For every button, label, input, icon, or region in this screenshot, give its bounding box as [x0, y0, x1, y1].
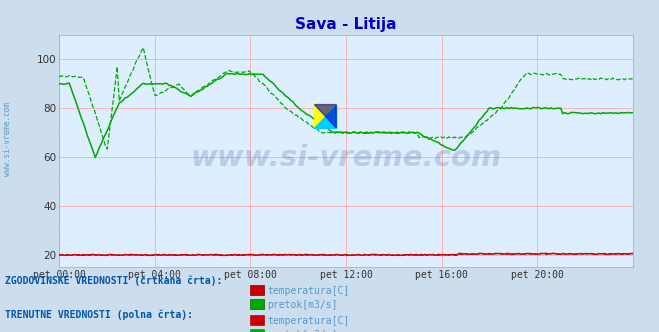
Text: temperatura[C]: temperatura[C] [267, 286, 349, 296]
Bar [250, 329, 264, 332]
Text: temperatura[C]: temperatura[C] [267, 316, 349, 326]
Text: ZGODOVINSKE VREDNOSTI (črtkana črta):: ZGODOVINSKE VREDNOSTI (črtkana črta): [5, 276, 222, 287]
Text: www.si-vreme.com: www.si-vreme.com [190, 144, 501, 172]
Bar [250, 315, 264, 325]
Text: pretok[m3/s]: pretok[m3/s] [267, 300, 337, 310]
Bar [250, 299, 264, 309]
Polygon shape [314, 105, 336, 128]
Text: www.si-vreme.com: www.si-vreme.com [3, 103, 13, 176]
Text: pretok[m3/s]: pretok[m3/s] [267, 330, 337, 332]
Polygon shape [314, 105, 336, 128]
Polygon shape [314, 105, 336, 128]
Title: Sava - Litija: Sava - Litija [295, 17, 397, 32]
Bar [250, 285, 264, 295]
Text: TRENUTNE VREDNOSTI (polna črta):: TRENUTNE VREDNOSTI (polna črta): [5, 310, 193, 320]
